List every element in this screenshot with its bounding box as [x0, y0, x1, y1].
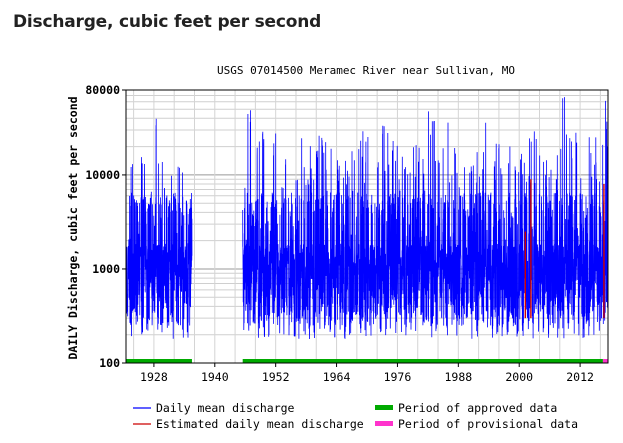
- page-heading: Discharge, cubic feet per second: [13, 12, 322, 32]
- legend-label: Daily mean discharge: [156, 401, 295, 415]
- x-axis-ticks: 1928 1940 1952 1964 1976 1988 2000 2012: [140, 363, 594, 384]
- y-tick-label: 80000: [85, 83, 120, 97]
- x-tick-label: 1988: [444, 370, 472, 384]
- y-tick-label: 10000: [85, 168, 120, 182]
- daily-mean-discharge-series: [125, 97, 609, 340]
- legend-label: Estimated daily mean discharge: [156, 417, 364, 431]
- y-tick-label: 1000: [92, 262, 120, 276]
- y-axis-label: DAILY Discharge, cubic feet per second: [66, 96, 80, 359]
- x-tick-label: 1928: [140, 370, 168, 384]
- period-bar: [242, 359, 603, 363]
- x-tick-label: 1976: [384, 370, 412, 384]
- chart-title: USGS 07014500 Meramec River near Sulliva…: [217, 64, 515, 77]
- legend-swatch: [375, 405, 393, 410]
- period-bar: [602, 359, 608, 363]
- discharge-line-segment: [125, 118, 193, 339]
- y-axis-ticks: 100 1000 10000 80000: [85, 83, 126, 370]
- period-bars: [126, 359, 608, 363]
- x-tick-label: 1952: [262, 370, 290, 384]
- y-tick-label: 100: [99, 356, 120, 370]
- legend-swatch: [375, 421, 393, 426]
- discharge-line-segment: [242, 97, 609, 340]
- x-tick-label: 2012: [566, 370, 594, 384]
- estimated-discharge-series: [524, 179, 605, 319]
- legend-label: Period of approved data: [398, 401, 557, 415]
- period-bar: [126, 359, 192, 363]
- plot-frame: [125, 89, 609, 364]
- x-tick-label: 1940: [201, 370, 229, 384]
- x-tick-label: 1964: [323, 370, 351, 384]
- legend: Daily mean discharge Estimated daily mean…: [133, 401, 578, 431]
- x-tick-label: 2000: [505, 370, 533, 384]
- legend-label: Period of provisional data: [398, 417, 578, 431]
